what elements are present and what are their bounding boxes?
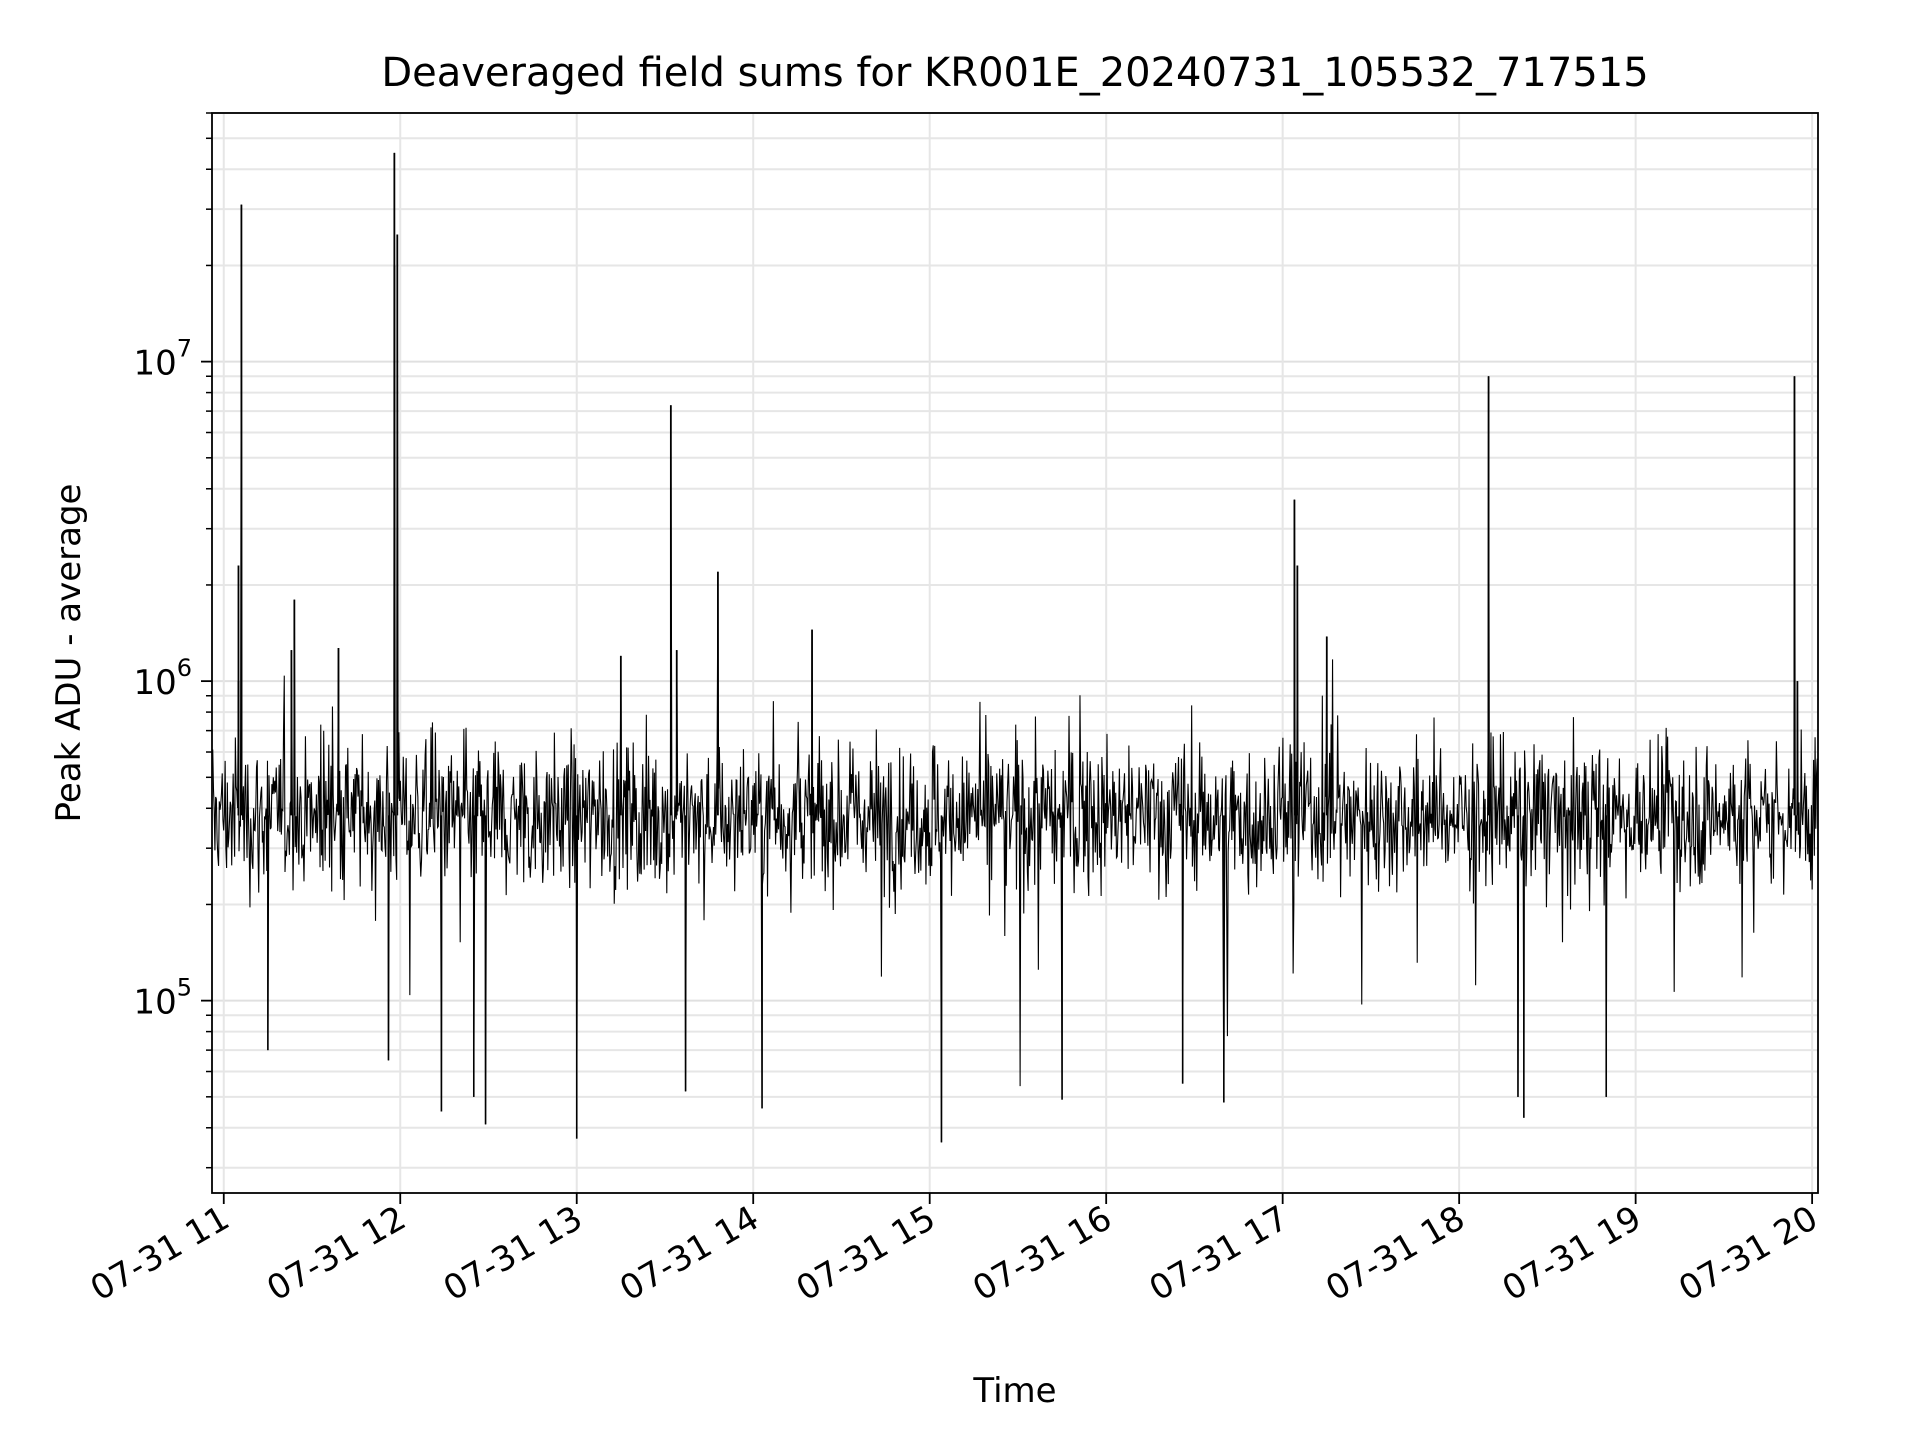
chart-title: Deaveraged field sums for KR001E_2024073… [381,50,1648,96]
y-tick-label: 106 [133,654,192,703]
x-axis-label: Time [972,1371,1056,1411]
series-line [211,152,1819,1143]
y-tick-label: 105 [133,974,192,1023]
y-axis-label: Peak ADU - average [49,484,89,823]
plot-frame [211,112,1819,1194]
y-tick-label: 107 [133,335,192,384]
series-layer [211,152,1819,1143]
